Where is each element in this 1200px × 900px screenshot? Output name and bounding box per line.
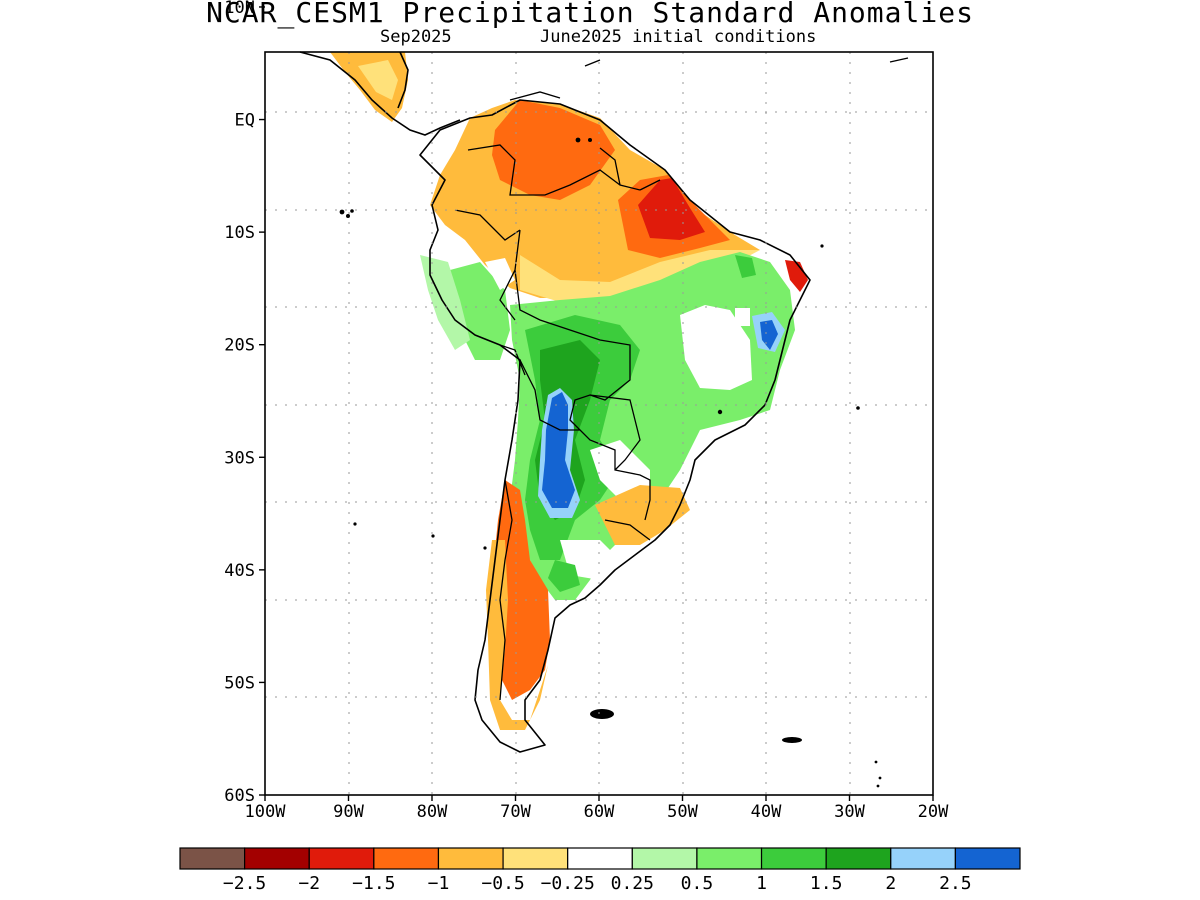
colorbar-swatch xyxy=(374,848,439,869)
latitude-label: 20S xyxy=(224,336,255,356)
colorbar-swatch xyxy=(826,848,891,869)
colorbar-swatch xyxy=(632,848,697,869)
colorbar-swatch xyxy=(955,848,1020,869)
longitude-label: 70W xyxy=(500,802,531,822)
latitude-label: 50S xyxy=(224,673,255,693)
colorbar-label: −2.5 xyxy=(223,873,266,894)
colorbar-label: 0.25 xyxy=(611,873,654,894)
longitude-label: 80W xyxy=(417,802,448,822)
colorbar-label: 2.5 xyxy=(939,873,972,894)
colorbar-label: −1 xyxy=(428,873,450,894)
colorbar-swatch xyxy=(309,848,374,869)
colorbar-label: −1.5 xyxy=(352,873,395,894)
latitude-label: 30S xyxy=(224,448,255,468)
latitude-label: 10S xyxy=(224,223,255,243)
longitude-labels: 100W 90W 80W 70W 60W 50W 40W 30W 20W xyxy=(245,795,950,822)
colorbar-label: −2 xyxy=(298,873,320,894)
latitude-labels: 10N EQ 10S 20S 30S 40S 50S 60S xyxy=(224,0,265,806)
colorbar: −2.5 −2 −1.5 −1 −0.5 −0.25 0.25 0.5 1 1.5 2 2.5 xyxy=(180,848,1020,894)
coastline-caribbean xyxy=(510,58,908,100)
longitude-label: 20W xyxy=(918,802,949,822)
colorbar-swatch xyxy=(503,848,568,869)
latitude-label: 10N xyxy=(224,0,255,18)
anomaly-small-neutral xyxy=(735,308,750,326)
latitude-label: EQ xyxy=(235,111,255,131)
colorbar-swatch xyxy=(438,848,503,869)
colorbar-label: 2 xyxy=(885,873,896,894)
colorbar-swatch xyxy=(762,848,827,869)
longitude-label: 40W xyxy=(751,802,782,822)
longitude-label: 30W xyxy=(834,802,865,822)
map-figure: 100W 90W 80W 70W 60W 50W 40W 30W 20W 10NEQ10S20S… xyxy=(0,0,1200,900)
colorbar-swatch xyxy=(891,848,956,869)
colorbar-swatch xyxy=(697,848,762,869)
anomaly-field xyxy=(330,52,808,730)
longitude-label: 90W xyxy=(333,802,364,822)
colorbar-label: −0.25 xyxy=(541,873,595,894)
colorbar-swatch xyxy=(180,848,245,869)
longitude-label: 50W xyxy=(667,802,698,822)
colorbar-label: 1 xyxy=(756,873,767,894)
map-grid xyxy=(265,52,933,795)
colorbar-label: 0.5 xyxy=(681,873,714,894)
longitude-label: 60W xyxy=(584,802,615,822)
colorbar-label: 1.5 xyxy=(810,873,843,894)
colorbar-swatch xyxy=(568,848,633,869)
latitude-label: 60S xyxy=(224,786,255,806)
colorbar-swatch xyxy=(245,848,310,869)
latitude-label: 40S xyxy=(224,561,255,581)
anomaly-northeast-coast-red xyxy=(785,260,808,292)
colorbar-label: −0.5 xyxy=(481,873,524,894)
